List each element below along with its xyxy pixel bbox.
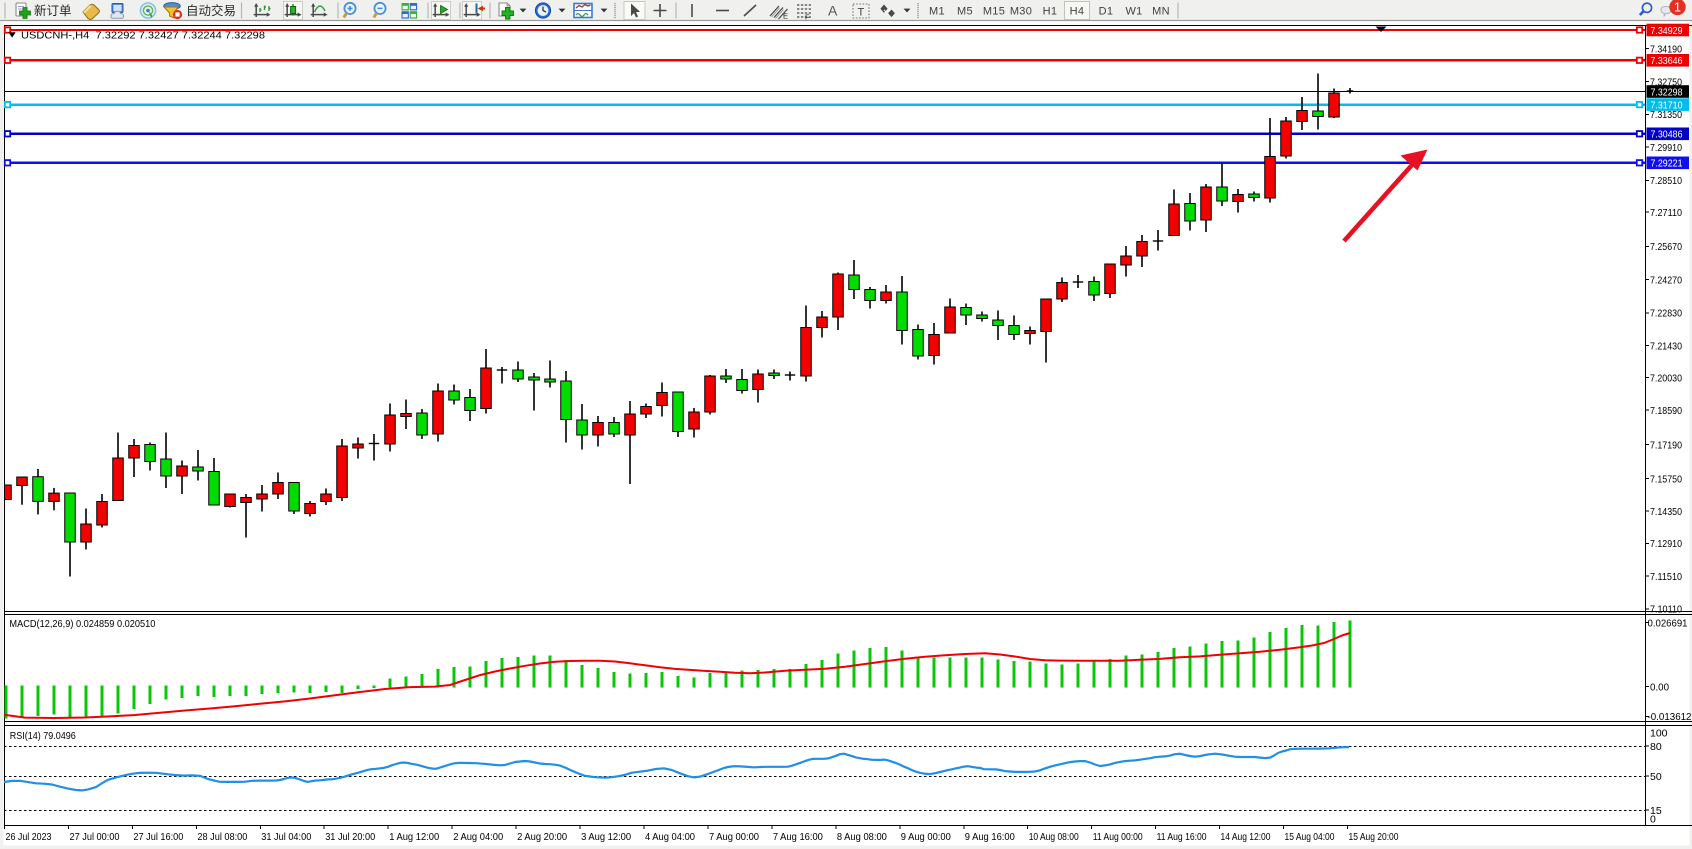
svg-text:9 Aug 00:00: 9 Aug 00:00 [901, 831, 951, 843]
svg-text:14 Aug 12:00: 14 Aug 12:00 [1221, 831, 1271, 843]
svg-text:7.17190: 7.17190 [1650, 439, 1682, 451]
svg-text:7.31710: 7.31710 [1651, 100, 1683, 112]
svg-text:31 Jul 20:00: 31 Jul 20:00 [325, 831, 375, 843]
svg-text:USDCNH-,H4 7.32292 7.32427 7.: USDCNH-,H4 7.32292 7.32427 7.32244 7.322… [21, 29, 265, 41]
svg-text:7.10110: 7.10110 [1650, 604, 1682, 616]
svg-text:7.29910: 7.29910 [1650, 142, 1682, 154]
svg-text:7.18590: 7.18590 [1650, 405, 1682, 417]
svg-text:7.32298: 7.32298 [1651, 86, 1683, 98]
svg-text:7.15750: 7.15750 [1650, 474, 1682, 486]
svg-text:M5: M5 [957, 6, 973, 18]
svg-text:H4: H4 [1070, 6, 1085, 18]
svg-text:15: 15 [1650, 805, 1662, 817]
svg-text:27 Jul 16:00: 27 Jul 16:00 [133, 831, 183, 843]
svg-text:7.28510: 7.28510 [1650, 175, 1682, 187]
svg-text:7.12910: 7.12910 [1650, 538, 1682, 550]
svg-text:27 Jul 00:00: 27 Jul 00:00 [70, 831, 120, 843]
svg-text:7.25670: 7.25670 [1650, 241, 1682, 253]
svg-text:7.31350: 7.31350 [1650, 109, 1682, 121]
svg-text:7 Aug 16:00: 7 Aug 16:00 [773, 831, 823, 843]
svg-text:7.29221: 7.29221 [1651, 158, 1683, 170]
svg-text:7 Aug 00:00: 7 Aug 00:00 [709, 831, 759, 843]
svg-text:H1: H1 [1043, 6, 1058, 18]
svg-text:11 Aug 16:00: 11 Aug 16:00 [1157, 831, 1207, 843]
svg-text:100: 100 [1650, 727, 1668, 739]
svg-text:10 Aug 08:00: 10 Aug 08:00 [1029, 831, 1079, 843]
svg-text:7.24270: 7.24270 [1650, 275, 1682, 287]
svg-text:W1: W1 [1125, 6, 1142, 18]
svg-text:7.27110: 7.27110 [1650, 207, 1682, 219]
svg-text:M1: M1 [929, 6, 945, 18]
svg-text:80: 80 [1650, 741, 1662, 753]
svg-text:E: E [783, 12, 788, 21]
svg-text:11 Aug 00:00: 11 Aug 00:00 [1093, 831, 1143, 843]
svg-text:M30: M30 [1010, 6, 1032, 18]
svg-text:2 Aug 20:00: 2 Aug 20:00 [517, 831, 567, 843]
svg-text:RSI(14) 79.0496: RSI(14) 79.0496 [10, 730, 76, 742]
svg-text:A: A [828, 3, 838, 19]
svg-text:4 Aug 04:00: 4 Aug 04:00 [645, 831, 695, 843]
svg-text:7.14350: 7.14350 [1650, 506, 1682, 518]
svg-text:0: 0 [1650, 813, 1656, 825]
svg-text:自动交易: 自动交易 [186, 3, 236, 18]
svg-text:0.026691: 0.026691 [1648, 617, 1688, 629]
svg-text:新订单: 新订单 [34, 3, 72, 18]
svg-text:T: T [858, 7, 865, 19]
svg-text:M15: M15 [983, 6, 1005, 18]
svg-text:MN: MN [1152, 6, 1170, 18]
svg-text:15 Aug 04:00: 15 Aug 04:00 [1285, 831, 1335, 843]
svg-text:26 Jul 2023: 26 Jul 2023 [6, 831, 52, 843]
svg-text:15 Aug 20:00: 15 Aug 20:00 [1349, 831, 1399, 843]
svg-text:31 Jul 04:00: 31 Jul 04:00 [261, 831, 311, 843]
svg-text:7.11510: 7.11510 [1650, 571, 1682, 583]
svg-text:7.22830: 7.22830 [1650, 308, 1682, 320]
svg-text:-0.013612: -0.013612 [1648, 711, 1692, 723]
svg-text:MACD(12,26,9) 0.024859 0.02051: MACD(12,26,9) 0.024859 0.020510 [9, 618, 155, 630]
svg-text:8 Aug 08:00: 8 Aug 08:00 [837, 831, 887, 843]
svg-text:F: F [805, 13, 810, 22]
svg-text:7.30486: 7.30486 [1651, 129, 1683, 141]
svg-text:7.34929: 7.34929 [1651, 25, 1683, 37]
svg-text:2 Aug 04:00: 2 Aug 04:00 [453, 831, 503, 843]
svg-text:1: 1 [1674, 1, 1681, 15]
svg-text:28 Jul 08:00: 28 Jul 08:00 [197, 831, 247, 843]
svg-text:3 Aug 12:00: 3 Aug 12:00 [581, 831, 631, 843]
svg-text:7.21430: 7.21430 [1650, 340, 1682, 352]
svg-text:7.34190: 7.34190 [1650, 44, 1682, 56]
svg-text:50: 50 [1650, 771, 1662, 783]
svg-text:9 Aug 16:00: 9 Aug 16:00 [965, 831, 1015, 843]
svg-text:7.33646: 7.33646 [1651, 55, 1683, 67]
svg-text:1 Aug 12:00: 1 Aug 12:00 [389, 831, 439, 843]
svg-text:0.00: 0.00 [1650, 681, 1669, 693]
svg-text:D1: D1 [1099, 6, 1114, 18]
svg-text:7.20030: 7.20030 [1650, 372, 1682, 384]
